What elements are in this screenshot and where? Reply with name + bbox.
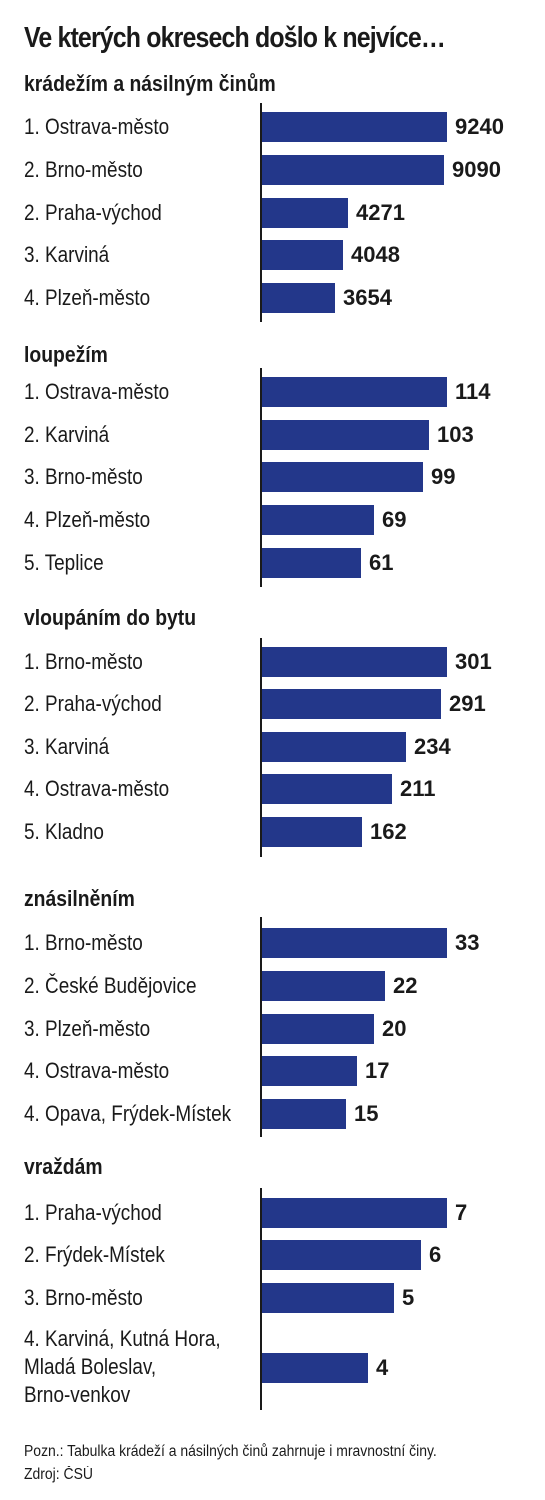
source-note: Zdroj: ČSÚ <box>24 1466 93 1483</box>
bar <box>262 240 343 270</box>
section-title: vraždám <box>24 1154 103 1179</box>
bar <box>262 155 444 185</box>
category-label: 3. Karviná <box>24 734 110 759</box>
category-label: 4. Ostrava-město <box>24 1058 170 1083</box>
bar <box>262 462 423 492</box>
category-label: 2. Praha-východ <box>24 691 162 716</box>
y-axis-line <box>260 1188 262 1410</box>
bar <box>262 420 429 450</box>
bar <box>262 1014 374 1044</box>
category-label: 3. Plzeň-město <box>24 1016 151 1041</box>
value-label: 291 <box>449 691 486 716</box>
category-label: 4. Plzeň-město <box>24 285 151 310</box>
y-axis-line <box>260 103 262 322</box>
bar <box>262 505 374 535</box>
value-label: 33 <box>455 930 480 955</box>
value-label: 9090 <box>452 157 501 182</box>
category-label: 3. Brno-město <box>24 1285 143 1310</box>
y-axis-line <box>260 638 262 857</box>
value-label: 3654 <box>343 285 392 310</box>
category-label: 2. Brno-město <box>24 157 143 182</box>
y-axis-line <box>260 917 262 1137</box>
bar <box>262 774 392 804</box>
category-label: 4. Ostrava-město <box>24 776 170 801</box>
value-label: 114 <box>455 379 491 404</box>
value-label: 99 <box>431 464 456 489</box>
category-label: 1. Ostrava-město <box>24 379 170 404</box>
bar <box>262 1283 394 1313</box>
category-label: 4. Opava, Frýdek-Místek <box>24 1101 232 1126</box>
value-label: 61 <box>369 550 394 575</box>
category-label: 2. Karviná <box>24 422 110 447</box>
bar <box>262 377 447 407</box>
chart-title: Ve kterých okresech došlo k nejvíce… <box>24 22 446 54</box>
category-label: 4. Plzeň-město <box>24 507 151 532</box>
bar <box>262 928 447 958</box>
category-label: 1. Brno-město <box>24 930 143 955</box>
category-label: 2. Praha-východ <box>24 200 162 225</box>
value-label: 7 <box>455 1200 468 1225</box>
section-title: krádežím a násilným činům <box>24 71 276 96</box>
value-label: 211 <box>400 776 436 801</box>
bar <box>262 971 385 1001</box>
bar <box>262 548 361 578</box>
category-label: 1. Ostrava-město <box>24 114 170 139</box>
footnote: Pozn.: Tabulka krádeží a násilných činů … <box>24 1443 437 1460</box>
value-label: 15 <box>354 1101 379 1126</box>
bar <box>262 283 335 313</box>
value-label: 6 <box>429 1242 442 1267</box>
bar <box>262 1353 368 1383</box>
category-label: 5. Teplice <box>24 550 104 575</box>
category-label: Brno-venkov <box>24 1382 131 1407</box>
value-label: 69 <box>382 507 407 532</box>
value-label: 301 <box>455 649 492 674</box>
bar <box>262 817 362 847</box>
bar <box>262 198 348 228</box>
value-label: 4048 <box>351 242 400 267</box>
value-label: 17 <box>365 1058 390 1083</box>
category-label: 2. České Budějovice <box>24 973 197 998</box>
category-label: 3. Karviná <box>24 242 110 267</box>
section-title: loupežím <box>24 342 108 367</box>
y-axis-line <box>260 368 262 587</box>
bar <box>262 647 447 677</box>
category-label: 1. Brno-město <box>24 649 143 674</box>
bar <box>262 1240 421 1270</box>
value-label: 9240 <box>455 114 504 139</box>
section-title: znásilněním <box>24 886 135 911</box>
bar <box>262 1056 357 1086</box>
value-label: 4 <box>376 1355 389 1380</box>
category-label: 4. Karviná, Kutná Hora, <box>24 1326 221 1351</box>
section-title: vloupáním do bytu <box>24 605 197 630</box>
value-label: 234 <box>414 734 451 759</box>
category-label: 3. Brno-město <box>24 464 143 489</box>
bar <box>262 1099 346 1129</box>
category-label: Mladá Boleslav, <box>24 1354 157 1379</box>
bar <box>262 112 447 142</box>
value-label: 22 <box>393 973 418 998</box>
category-label: 5. Kladno <box>24 819 104 844</box>
value-label: 103 <box>437 422 474 447</box>
bar <box>262 732 406 762</box>
category-label: 1. Praha-východ <box>24 1200 162 1225</box>
category-label: 2. Frýdek-Místek <box>24 1242 165 1267</box>
value-label: 162 <box>370 819 407 844</box>
bar <box>262 1198 447 1228</box>
value-label: 5 <box>402 1285 415 1310</box>
value-label: 20 <box>382 1016 407 1041</box>
bar <box>262 689 441 719</box>
value-label: 4271 <box>356 200 405 225</box>
